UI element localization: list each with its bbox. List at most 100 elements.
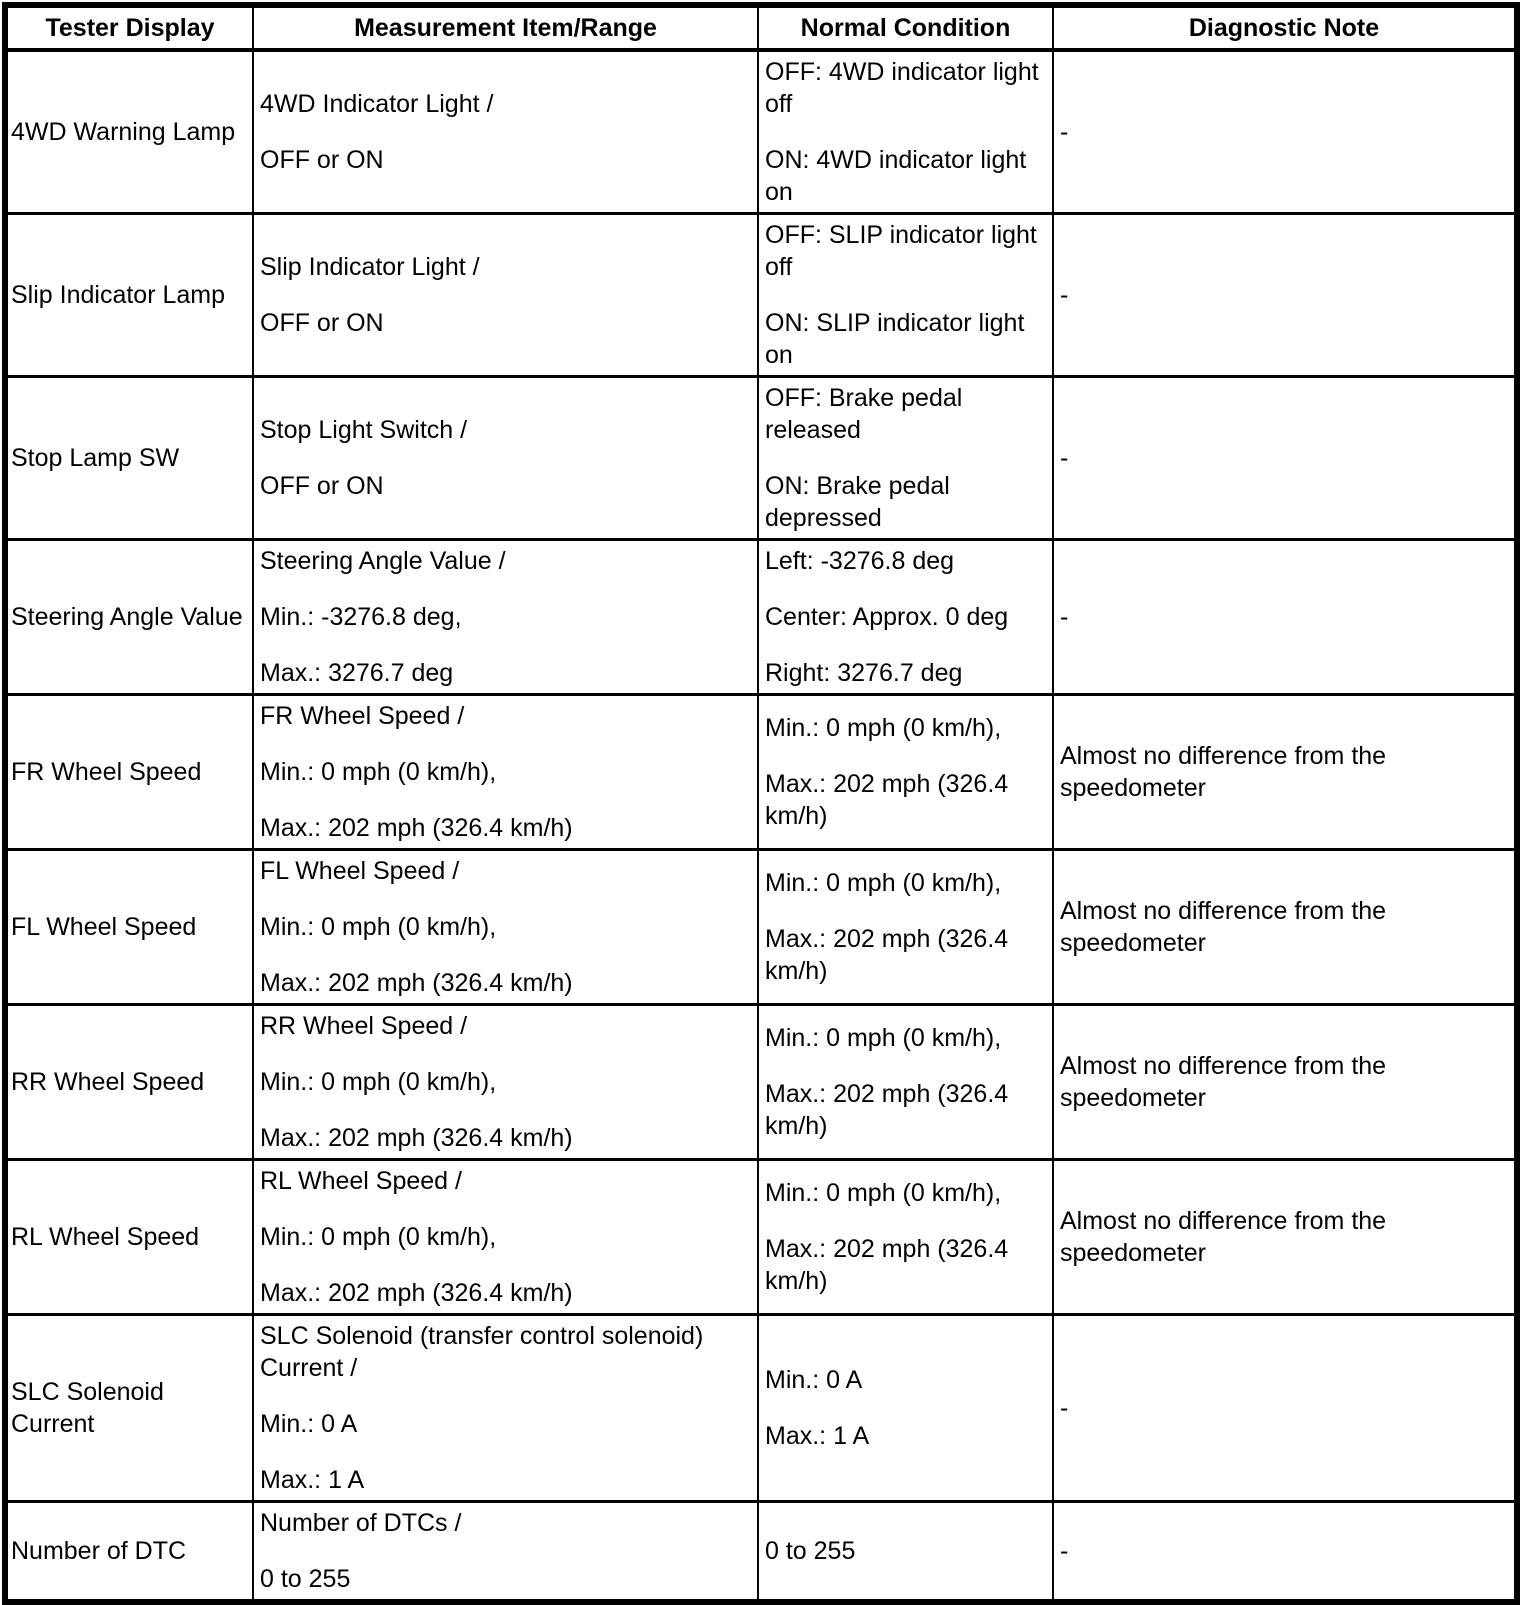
text-line: Min.: 0 A [765, 1366, 863, 1394]
text-line: Max.: 202 mph (326.4 km/h) [765, 1235, 1009, 1295]
table-row: Steering Angle Value Steering Angle Value… [4, 538, 1518, 696]
text-line: OFF or ON [260, 309, 384, 337]
text-line: Almost no difference from the speedomete… [1060, 742, 1387, 802]
normal-condition-cell: OFF: 4WD indicator light off ON: 4WD indi… [757, 48, 1054, 215]
tester-display-cell: SLC Solenoid Current [4, 1313, 254, 1503]
text-line: RR Wheel Speed [11, 1068, 205, 1096]
text-line: Min.: 0 mph (0 km/h), [765, 714, 1002, 742]
text-line: Max.: 202 mph (326.4 km/h) [260, 1124, 573, 1152]
text-line: Min.: 0 mph (0 km/h), [765, 869, 1002, 897]
normal-condition-cell: Min.: 0 mph (0 km/h), Max.: 202 mph (326.… [757, 1003, 1054, 1161]
text-line: OFF: 4WD indicator light off [765, 58, 1039, 118]
table-row: FR Wheel Speed FR Wheel Speed / Min.: 0 mp… [4, 693, 1518, 851]
diagnostic-note-cell: - [1052, 48, 1518, 215]
table-row: Number of DTC Number of DTCs / 0 to 255 0 t… [4, 1500, 1518, 1604]
text-line: Max.: 1 A [765, 1422, 870, 1450]
table-row: RR Wheel Speed RR Wheel Speed / Min.: 0 mp… [4, 1003, 1518, 1161]
text-line: RL Wheel Speed [11, 1223, 200, 1251]
tester-display-cell: 4WD Warning Lamp [4, 48, 254, 215]
table-row: 4WD Warning Lamp 4WD Indicator Light / OFF… [4, 48, 1518, 215]
text-line: Min.: 0 mph (0 km/h), [260, 1068, 497, 1096]
text-line: Right: 3276.7 deg [765, 659, 963, 687]
diagnostic-note-cell: Almost no difference from the speedomete… [1052, 848, 1518, 1006]
text-line: 0 to 255 [260, 1565, 351, 1593]
tester-display-cell: Steering Angle Value [4, 538, 254, 696]
text-line: FR Wheel Speed / [260, 702, 465, 730]
table-row: FL Wheel Speed FL Wheel Speed / Min.: 0 mp… [4, 848, 1518, 1006]
normal-condition-cell: Min.: 0 A Max.: 1 A [757, 1313, 1054, 1503]
text-line: Stop Lamp SW [11, 444, 180, 472]
tester-display-cell: RL Wheel Speed [4, 1158, 254, 1316]
table-row: RL Wheel Speed RL Wheel Speed / Min.: 0 mp… [4, 1158, 1518, 1316]
text-line: Min.: 0 mph (0 km/h), [260, 1223, 497, 1251]
text-line: Almost no difference from the speedomete… [1060, 897, 1387, 957]
text-line: Min.: 0 mph (0 km/h), [765, 1179, 1002, 1207]
text-line: Max.: 202 mph (326.4 km/h) [765, 770, 1009, 830]
text-line: Max.: 202 mph (326.4 km/h) [260, 814, 573, 842]
measurement-cell: RR Wheel Speed / Min.: 0 mph (0 km/h), Max… [252, 1003, 759, 1161]
diagnostic-note-cell: - [1052, 1313, 1518, 1503]
normal-condition-cell: Min.: 0 mph (0 km/h), Max.: 202 mph (326.… [757, 848, 1054, 1006]
measurement-cell: 4WD Indicator Light / OFF or ON [252, 48, 759, 215]
text-line: RL Wheel Speed / [260, 1167, 462, 1195]
text-line: 4WD Indicator Light / [260, 90, 494, 118]
text-line: Max.: 3276.7 deg [260, 659, 454, 687]
tester-display-cell: FL Wheel Speed [4, 848, 254, 1006]
tester-display-cell: Stop Lamp SW [4, 375, 254, 541]
measurement-cell: Stop Light Switch / OFF or ON [252, 375, 759, 541]
text-line: SLC Solenoid Current [11, 1378, 164, 1438]
text-line: 4WD Warning Lamp [11, 118, 236, 146]
header-tester-display: Tester Display [4, 2, 254, 52]
diagnostic-note-cell: - [1052, 212, 1518, 378]
text-line: - [1060, 603, 1069, 631]
table-row: Stop Lamp SW Stop Light Switch / OFF or ON… [4, 375, 1518, 541]
diagnostic-note-cell: Almost no difference from the speedomete… [1052, 1158, 1518, 1316]
text-line: - [1060, 1537, 1069, 1565]
text-line: FL Wheel Speed / [260, 857, 460, 885]
text-line: Max.: 202 mph (326.4 km/h) [260, 1279, 573, 1307]
measurement-cell: RL Wheel Speed / Min.: 0 mph (0 km/h), Max… [252, 1158, 759, 1316]
measurement-cell: Number of DTCs / 0 to 255 [252, 1500, 759, 1604]
text-line: RR Wheel Speed / [260, 1012, 468, 1040]
table-row: SLC Solenoid Current SLC Solenoid (transf… [4, 1313, 1518, 1503]
text-line: Slip Indicator Lamp [11, 281, 226, 309]
normal-condition-cell: 0 to 255 [757, 1500, 1054, 1604]
text-line: OFF or ON [260, 472, 384, 500]
header-diagnostic-note: Diagnostic Note [1052, 2, 1518, 52]
diagnostic-note-cell: - [1052, 375, 1518, 541]
measurement-cell: Steering Angle Value / Min.: -3276.8 deg,… [252, 538, 759, 696]
normal-condition-cell: Left: -3276.8 deg Center: Approx. 0 deg Ri… [757, 538, 1054, 696]
text-line: ON: Brake pedal depressed [765, 472, 950, 532]
text-line: Min.: 0 mph (0 km/h), [260, 913, 497, 941]
text-line: OFF: SLIP indicator light off [765, 221, 1037, 281]
normal-condition-cell: OFF: SLIP indicator light off ON: SLIP in… [757, 212, 1054, 378]
tester-display-cell: Slip Indicator Lamp [4, 212, 254, 378]
text-line: - [1060, 444, 1069, 472]
header-measurement-item-range: Measurement Item/Range [252, 2, 759, 52]
text-line: Max.: 202 mph (326.4 km/h) [765, 1080, 1009, 1140]
text-line: FR Wheel Speed [11, 758, 202, 786]
text-line: Slip Indicator Light / [260, 253, 480, 281]
measurement-cell: FR Wheel Speed / Min.: 0 mph (0 km/h), Max… [252, 693, 759, 851]
header-normal-condition: Normal Condition [757, 2, 1054, 52]
text-line: Left: -3276.8 deg [765, 547, 955, 575]
text-line: Stop Light Switch / [260, 416, 468, 444]
normal-condition-cell: Min.: 0 mph (0 km/h), Max.: 202 mph (326.… [757, 1158, 1054, 1316]
text-line: Max.: 202 mph (326.4 km/h) [260, 969, 573, 997]
text-line: - [1060, 118, 1069, 146]
measurement-cell: FL Wheel Speed / Min.: 0 mph (0 km/h), Max… [252, 848, 759, 1006]
tester-display-cell: RR Wheel Speed [4, 1003, 254, 1161]
text-line: Min.: -3276.8 deg, [260, 603, 462, 631]
text-line: Max.: 1 A [260, 1466, 365, 1494]
text-line: FL Wheel Speed [11, 913, 197, 941]
text-line: - [1060, 281, 1069, 309]
normal-condition-cell: Min.: 0 mph (0 km/h), Max.: 202 mph (326.… [757, 693, 1054, 851]
text-line: Steering Angle Value [11, 603, 243, 631]
text-line: Min.: 0 mph (0 km/h), [260, 758, 497, 786]
tester-display-cell: FR Wheel Speed [4, 693, 254, 851]
text-line: SLC Solenoid (transfer control solenoid)… [260, 1322, 704, 1382]
table-row: Slip Indicator Lamp Slip Indicator Light … [4, 212, 1518, 378]
text-line: Almost no difference from the speedomete… [1060, 1052, 1387, 1112]
